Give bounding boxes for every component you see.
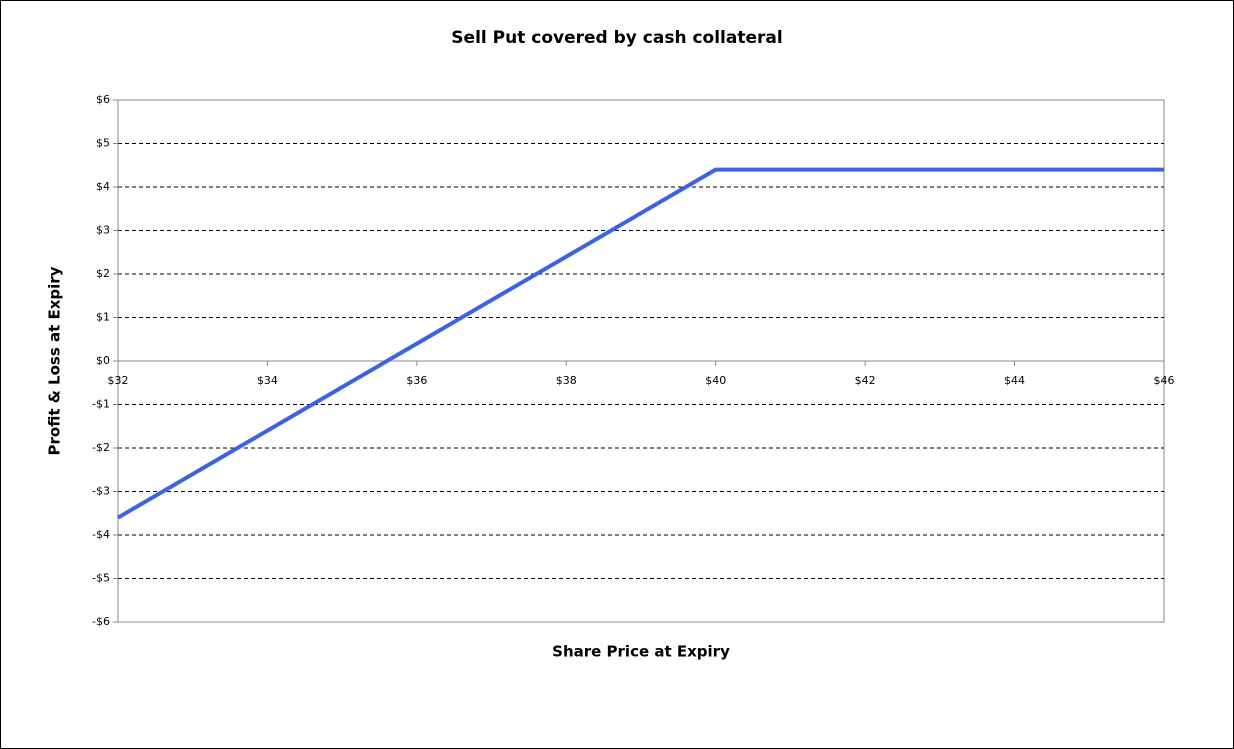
- y-tick-label: $4: [96, 180, 110, 193]
- y-tick-label: $1: [96, 311, 110, 324]
- y-tick-label: -$1: [92, 398, 110, 411]
- y-tick-label: $2: [96, 267, 110, 280]
- x-tick-label: $42: [855, 374, 876, 387]
- data-line: [116, 167, 1164, 520]
- x-axis-title: Share Price at Expiry: [552, 643, 730, 661]
- x-tick-label: $32: [108, 374, 129, 387]
- x-tick-label: $46: [1154, 374, 1175, 387]
- y-axis-title: Profit & Loss at Expiry: [46, 266, 64, 455]
- x-tick-label: $40: [705, 374, 726, 387]
- y-tick-label: -$2: [92, 441, 110, 454]
- y-tick-label: -$5: [92, 572, 110, 585]
- y-tick-label: $5: [96, 137, 110, 150]
- y-tick-label: -$3: [92, 485, 110, 498]
- y-tick-label: -$6: [92, 615, 110, 628]
- y-tick-label: $0: [96, 354, 110, 367]
- y-tick-label: -$4: [92, 528, 110, 541]
- x-tick-label: $38: [556, 374, 577, 387]
- x-tick-label: $44: [1004, 374, 1025, 387]
- y-tick-label: $6: [96, 93, 110, 106]
- x-tick-label: $34: [257, 374, 278, 387]
- chart-title: Sell Put covered by cash collateral: [451, 28, 782, 48]
- x-tick-label: $36: [406, 374, 427, 387]
- y-tick-label: $3: [96, 224, 110, 237]
